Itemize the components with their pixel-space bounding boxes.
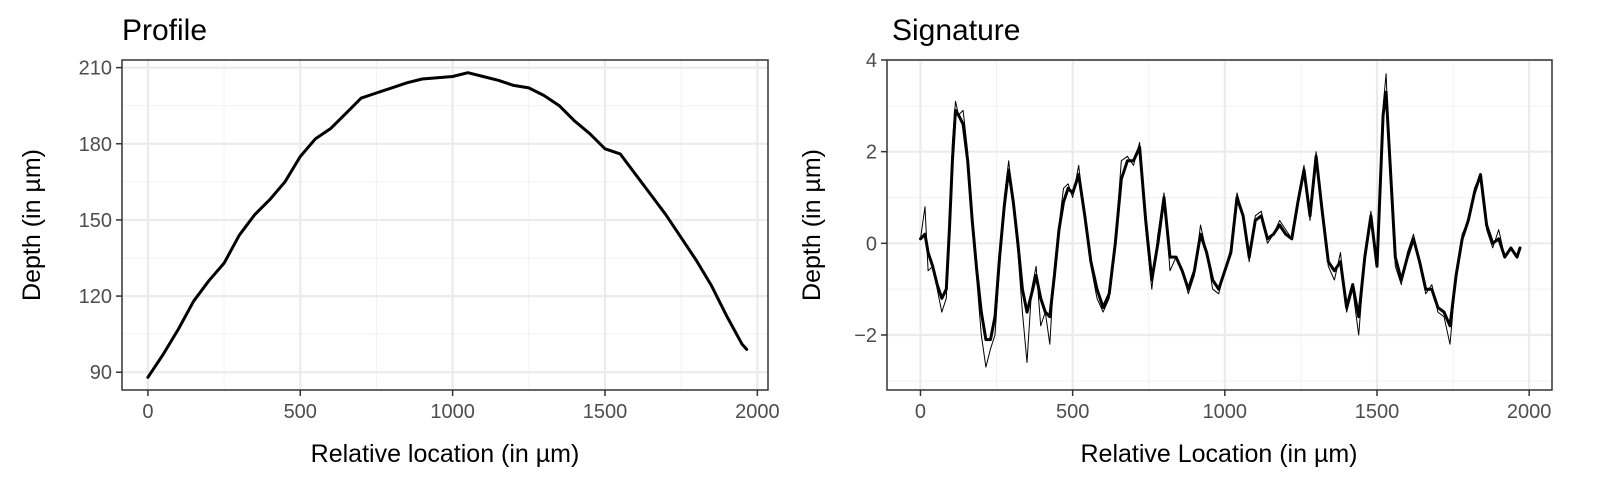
signature-x-tick-label: 1000 <box>1203 401 1248 423</box>
profile-panel-border <box>121 59 769 391</box>
profile-x-axis-label: Relative location (in µm) <box>311 440 580 468</box>
signature-y-tick-label: 4 <box>866 50 877 72</box>
profile-plot-area <box>122 60 768 390</box>
panel-signature: Signature 0 500 1000 1500 2000 −2 0 2 4 Relative… <box>798 14 1553 468</box>
signature-x-tick-label: 500 <box>1056 401 1089 423</box>
profile-x-tick-label: 0 <box>142 401 153 423</box>
profile-y-tick-label: 90 <box>90 362 112 384</box>
signature-series <box>919 73 1522 368</box>
signature-smoothed-line <box>919 90 1522 342</box>
profile-x-tick-label: 500 <box>284 401 317 423</box>
signature-x-tick-label: 2000 <box>1507 401 1552 423</box>
profile-x-tick-label: 2000 <box>735 401 780 423</box>
profile-title: Profile <box>122 14 207 47</box>
profile-x-tick-label: 1000 <box>430 401 475 423</box>
profile-series <box>146 71 749 379</box>
profile-smoothed-line <box>146 71 749 379</box>
profile-ticks: 0 500 1000 1500 2000 90 120 150 180 210 <box>79 58 780 423</box>
profile-y-tick-label: 210 <box>79 58 112 80</box>
signature-y-tick-label: 2 <box>866 142 877 164</box>
signature-y-tick-label: −2 <box>854 325 877 347</box>
signature-title: Signature <box>892 14 1020 47</box>
profile-y-tick-label: 120 <box>79 286 112 308</box>
signature-ticks: 0 500 1000 1500 2000 −2 0 2 4 <box>854 50 1551 423</box>
signature-panel-border <box>886 59 1553 391</box>
profile-x-tick-label: 1500 <box>583 401 628 423</box>
signature-x-axis-label: Relative Location (in µm) <box>1080 440 1357 468</box>
panel-profile: Profile 0 500 1000 1500 2000 90 120 150 180 210 R… <box>18 14 780 468</box>
profile-gridlines <box>122 60 768 390</box>
signature-y-axis-label: Depth (in µm) <box>798 149 826 301</box>
signature-x-tick-label: 0 <box>915 401 926 423</box>
profile-y-axis-label: Depth (in µm) <box>18 149 46 301</box>
profile-y-tick-label: 150 <box>79 210 112 232</box>
profile-y-tick-label: 180 <box>79 134 112 156</box>
signature-x-tick-label: 1500 <box>1355 401 1400 423</box>
signature-y-tick-label: 0 <box>866 233 877 255</box>
